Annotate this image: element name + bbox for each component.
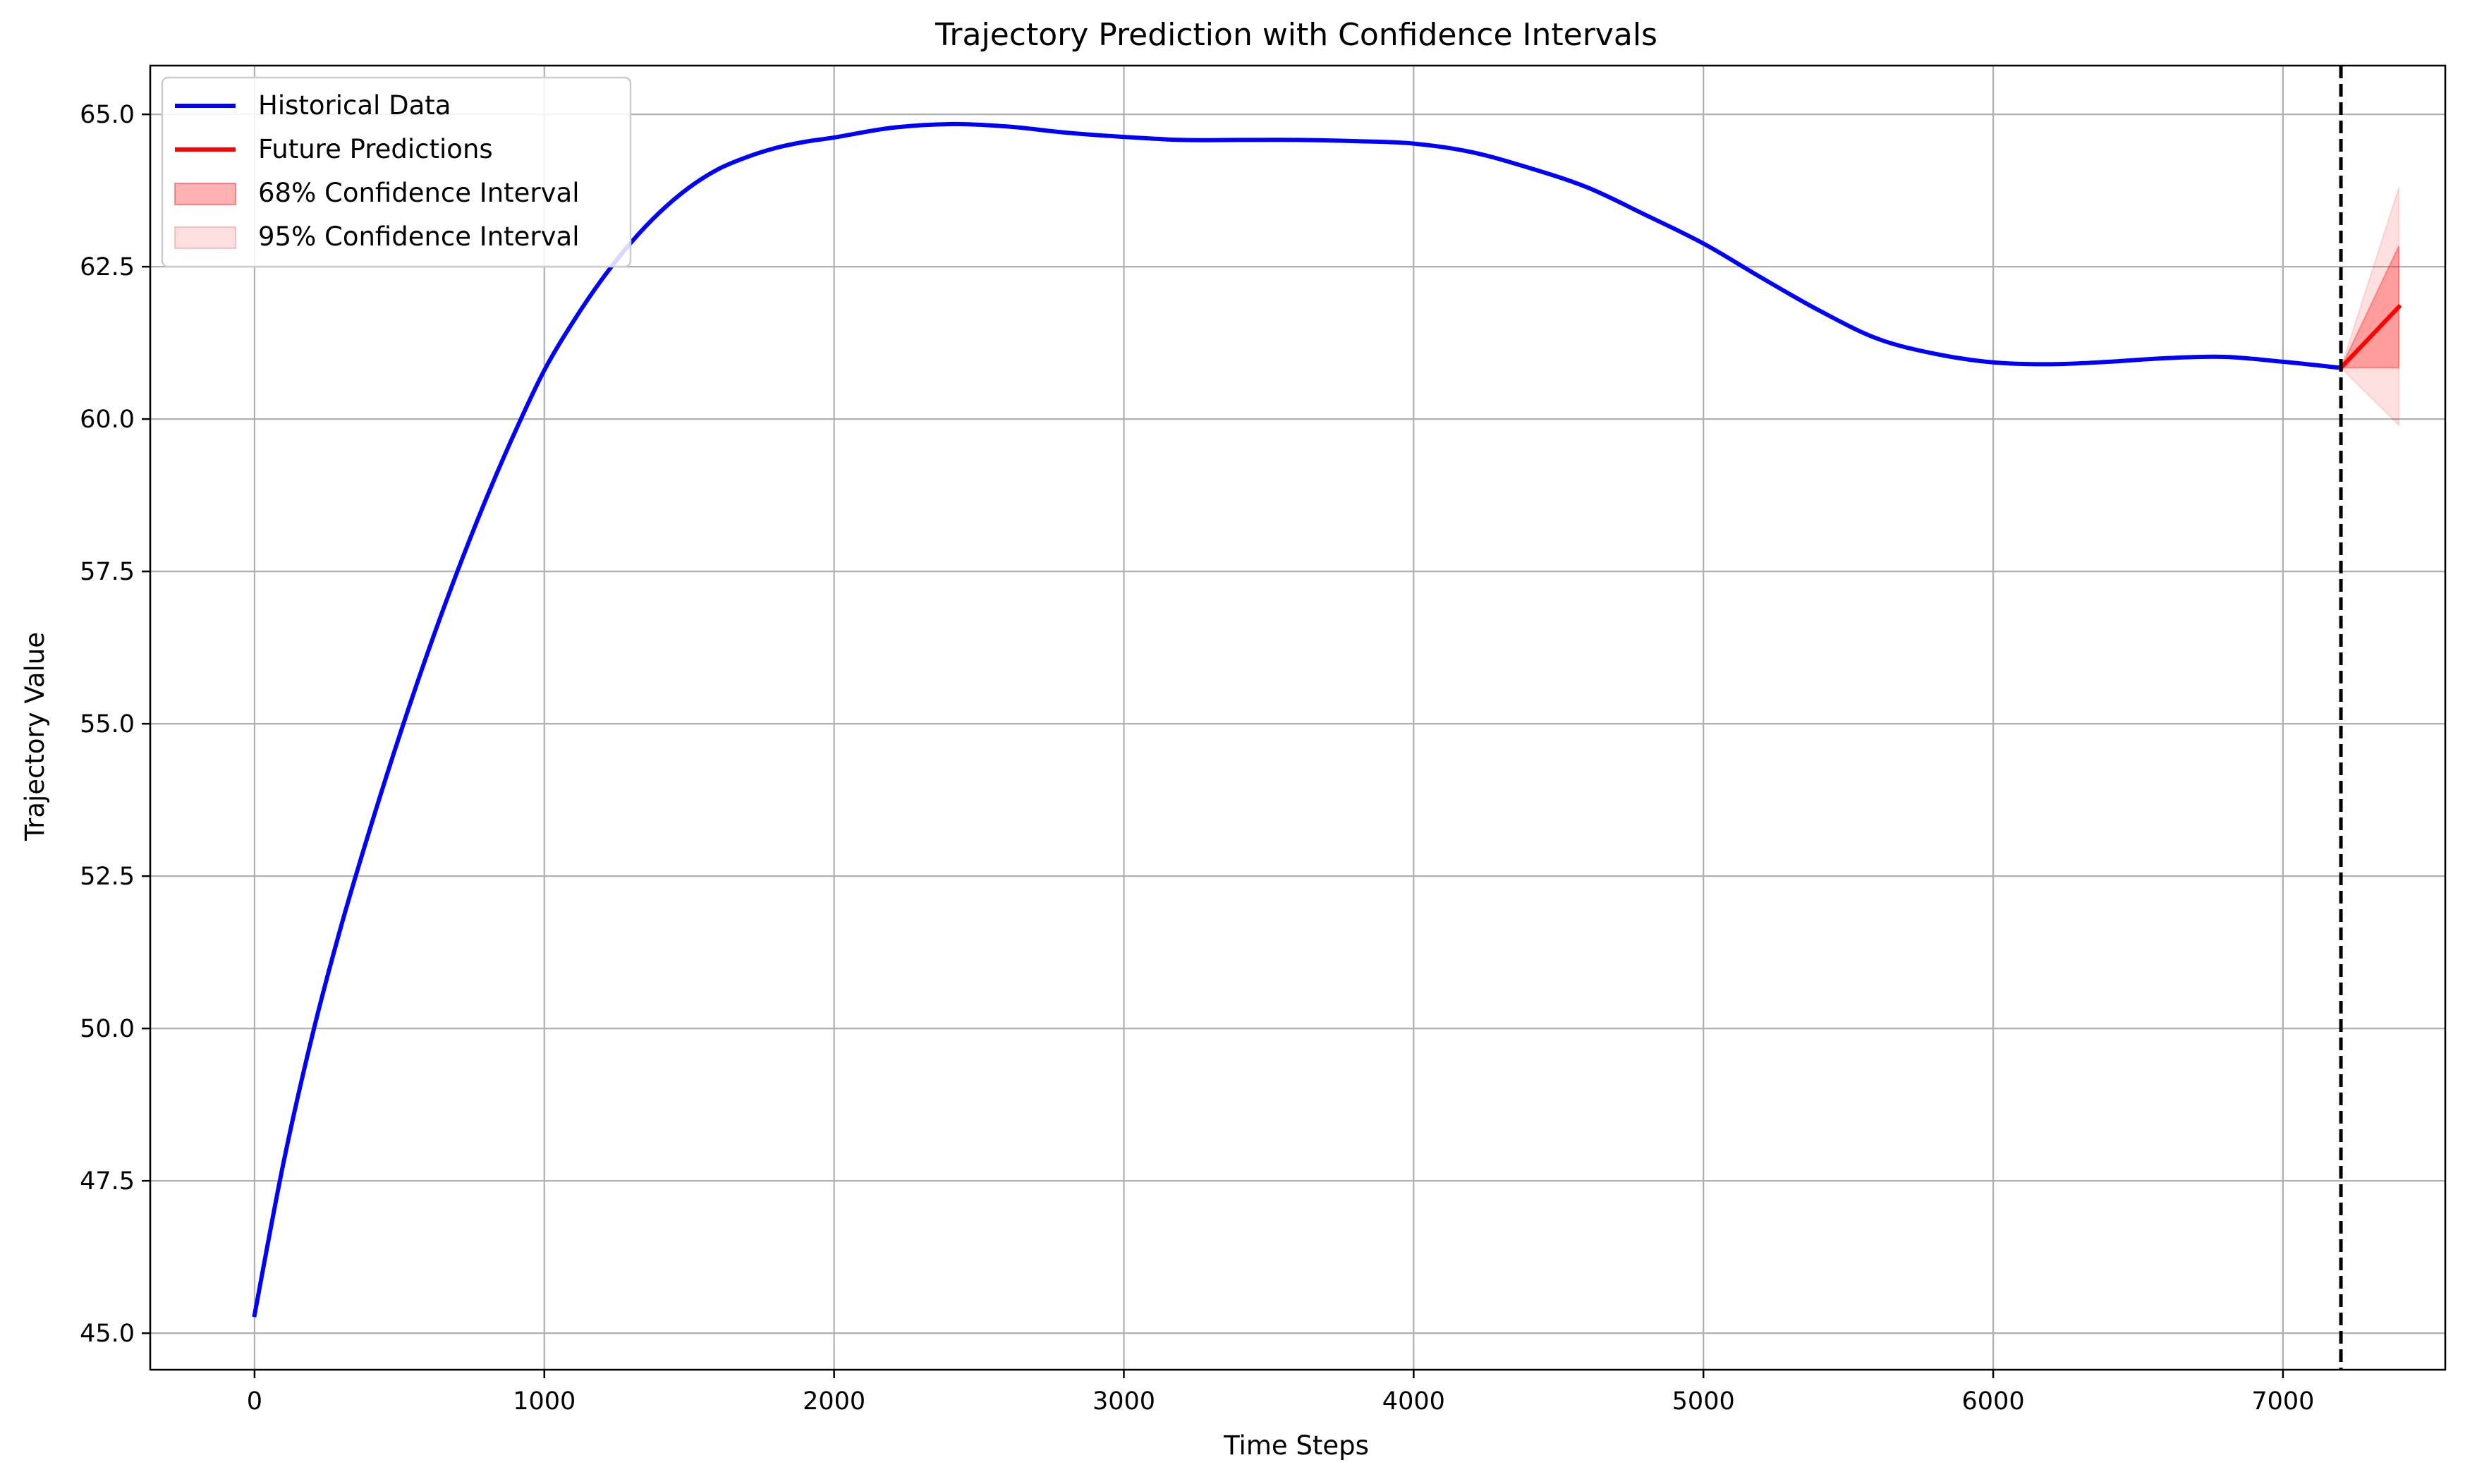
- future-predictions-line: [2337, 303, 2402, 371]
- x-tick-label: 7000: [2251, 1387, 2314, 1416]
- legend-historical-label: Historical Data: [258, 90, 451, 121]
- y-tick-label: 45.0: [80, 1320, 135, 1348]
- legend-ci68-swatch: [174, 183, 236, 205]
- series-lines: [252, 121, 2402, 1318]
- legend-ci95-label: 95% Confidence Interval: [258, 221, 580, 252]
- x-axis-ticks: 0 1000 2000 3000 4000 5000 6000 7000: [247, 1370, 2314, 1416]
- plot-frame: [149, 64, 2447, 1371]
- legend: Historical Data Future Predictions 68% Con…: [161, 76, 632, 268]
- y-tick-label: 55.0: [80, 710, 135, 738]
- y-tick-label: 60.0: [80, 406, 135, 434]
- x-tick-label: 6000: [1962, 1387, 2025, 1416]
- legend-predictions-label: Future Predictions: [258, 134, 493, 164]
- x-tick-label: 2000: [803, 1387, 865, 1416]
- x-tick-label: 4000: [1382, 1387, 1445, 1416]
- grid: [150, 66, 2445, 1370]
- y-tick-label: 50.0: [80, 1015, 135, 1043]
- x-tick-label: 3000: [1092, 1387, 1155, 1416]
- x-tick-label: 5000: [1672, 1387, 1735, 1416]
- x-tick-label: 0: [247, 1387, 262, 1416]
- y-tick-label: 47.5: [80, 1167, 135, 1196]
- x-axis-label: Time Steps: [1223, 1430, 1369, 1461]
- y-axis-ticks: 45.0 47.5 50.0 52.5 55.0 57.5 60.0 62.5 65.0: [80, 101, 150, 1348]
- chart-title: Trajectory Prediction with Confidence In…: [935, 17, 1657, 53]
- legend-ci95-swatch: [174, 226, 236, 249]
- x-tick-label: 1000: [513, 1387, 576, 1416]
- legend-ci68-label: 68% Confidence Interval: [258, 178, 580, 208]
- y-tick-label: 65.0: [80, 101, 135, 129]
- y-axis-label: Trajectory Value: [20, 632, 50, 841]
- historical-data-line: [252, 121, 2344, 1318]
- legend-box: [161, 76, 632, 268]
- y-tick-label: 62.5: [80, 253, 135, 281]
- y-tick-label: 57.5: [80, 558, 135, 586]
- y-tick-label: 52.5: [80, 863, 135, 891]
